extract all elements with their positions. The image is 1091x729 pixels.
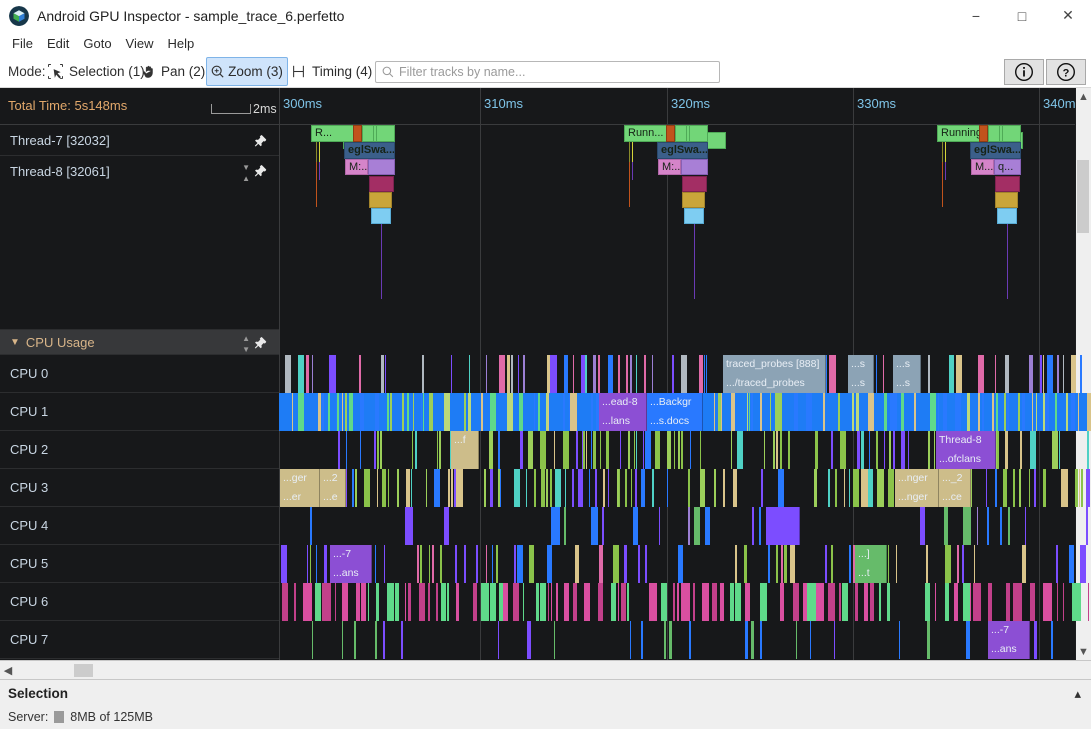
svg-text:?: ? — [1063, 68, 1070, 80]
